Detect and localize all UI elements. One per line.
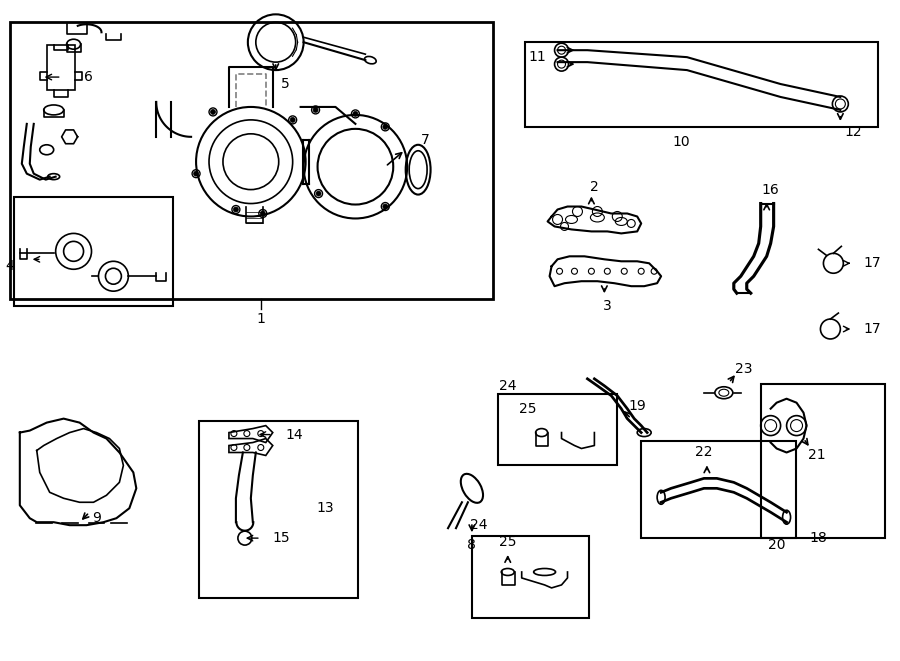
Bar (10, 22, 493, 299)
Circle shape (194, 171, 199, 176)
Circle shape (233, 207, 238, 212)
Text: 7: 7 (420, 133, 429, 147)
Text: 24: 24 (471, 518, 488, 532)
Bar (199, 420, 358, 598)
Bar (498, 394, 617, 465)
Text: 23: 23 (735, 362, 752, 376)
Circle shape (382, 124, 388, 130)
Text: 17: 17 (863, 322, 881, 336)
Circle shape (316, 191, 321, 196)
Text: 3: 3 (603, 299, 612, 313)
Text: 17: 17 (863, 256, 881, 270)
Bar (525, 42, 878, 127)
Text: 5: 5 (282, 77, 290, 91)
Text: 20: 20 (768, 538, 786, 552)
Circle shape (290, 118, 295, 122)
Circle shape (211, 110, 215, 114)
Text: 24: 24 (499, 379, 517, 393)
Text: 11: 11 (529, 50, 546, 64)
Text: 10: 10 (672, 135, 689, 149)
Text: 16: 16 (761, 182, 779, 196)
Circle shape (382, 204, 388, 209)
Text: 22: 22 (695, 446, 713, 459)
Circle shape (353, 112, 358, 116)
Text: 12: 12 (844, 125, 862, 139)
Text: 14: 14 (285, 428, 303, 442)
Text: 21: 21 (807, 448, 825, 463)
Text: 2: 2 (590, 180, 598, 194)
Text: 18: 18 (810, 531, 827, 545)
Bar (760, 384, 886, 538)
Circle shape (313, 108, 318, 112)
Bar (47, 45, 75, 90)
Text: 15: 15 (273, 531, 291, 545)
Text: 9: 9 (92, 511, 101, 525)
Text: 25: 25 (519, 402, 536, 416)
Bar (641, 440, 796, 538)
Bar (14, 196, 173, 306)
Text: 6: 6 (84, 70, 93, 84)
Text: 4: 4 (5, 259, 14, 273)
Text: 1: 1 (256, 312, 266, 326)
Text: 19: 19 (628, 399, 646, 412)
Bar (472, 536, 590, 618)
Text: 8: 8 (467, 538, 476, 552)
Circle shape (260, 211, 265, 216)
Text: 13: 13 (317, 501, 334, 516)
Text: 25: 25 (499, 535, 517, 549)
